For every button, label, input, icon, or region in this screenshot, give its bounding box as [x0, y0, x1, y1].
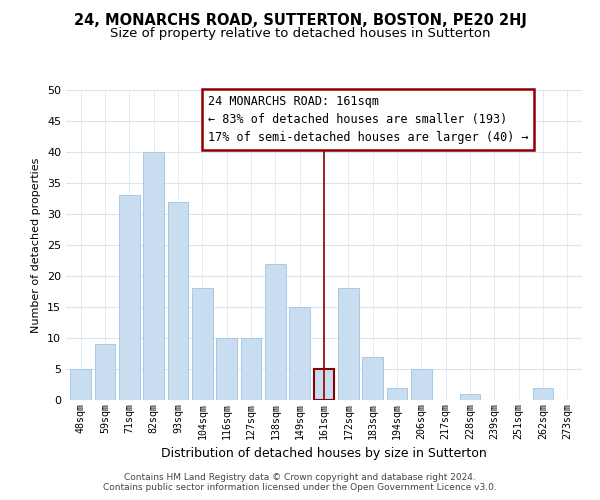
Bar: [241, 338, 262, 400]
Bar: [362, 356, 383, 400]
Bar: [265, 264, 286, 400]
Bar: [411, 369, 432, 400]
Bar: [167, 202, 188, 400]
Text: 24, MONARCHS ROAD, SUTTERTON, BOSTON, PE20 2HJ: 24, MONARCHS ROAD, SUTTERTON, BOSTON, PE…: [74, 12, 526, 28]
Text: Size of property relative to detached houses in Sutterton: Size of property relative to detached ho…: [110, 28, 490, 40]
Text: 24 MONARCHS ROAD: 161sqm
← 83% of detached houses are smaller (193)
17% of semi-: 24 MONARCHS ROAD: 161sqm ← 83% of detach…: [208, 94, 529, 144]
X-axis label: Distribution of detached houses by size in Sutterton: Distribution of detached houses by size …: [161, 447, 487, 460]
Text: Contains public sector information licensed under the Open Government Licence v3: Contains public sector information licen…: [103, 484, 497, 492]
Bar: [386, 388, 407, 400]
Y-axis label: Number of detached properties: Number of detached properties: [31, 158, 41, 332]
Bar: [314, 369, 334, 400]
Bar: [216, 338, 237, 400]
Bar: [143, 152, 164, 400]
Bar: [460, 394, 481, 400]
Bar: [95, 344, 115, 400]
Bar: [119, 196, 140, 400]
Bar: [289, 307, 310, 400]
Bar: [192, 288, 212, 400]
Bar: [533, 388, 553, 400]
Text: Contains HM Land Registry data © Crown copyright and database right 2024.: Contains HM Land Registry data © Crown c…: [124, 472, 476, 482]
Bar: [338, 288, 359, 400]
Bar: [70, 369, 91, 400]
